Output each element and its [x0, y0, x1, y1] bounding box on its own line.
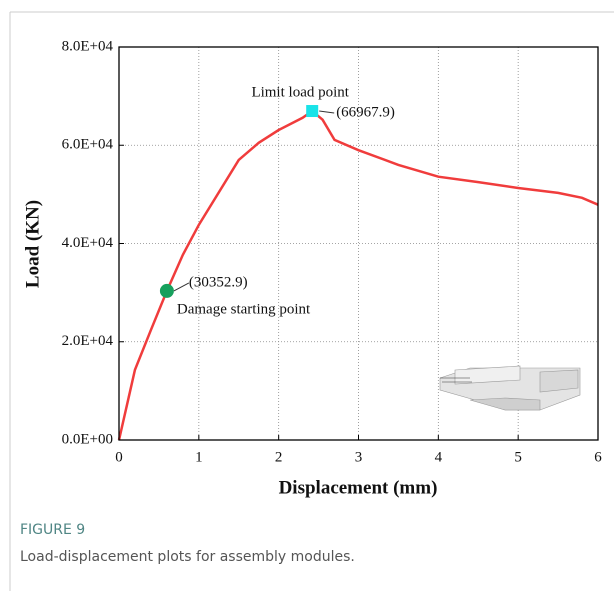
marker-value-label: (66967.9) [336, 104, 395, 120]
marker [160, 284, 174, 298]
x-tick-label: 5 [514, 449, 522, 465]
marker [306, 105, 318, 117]
marker-value-label: (30352.9) [189, 274, 248, 290]
y-axis-title: Load (KN) [22, 200, 43, 288]
inset-model [440, 366, 580, 410]
y-tick-label: 4.0E+04 [62, 235, 114, 251]
y-tick-label: 8.0E+04 [62, 38, 114, 54]
x-tick-label: 0 [115, 449, 123, 465]
x-tick-label: 1 [195, 449, 203, 465]
leader [174, 283, 189, 291]
figure-caption: Load-displacement plots for assembly mod… [20, 549, 355, 565]
y-tick-label: 2.0E+04 [62, 333, 114, 349]
y-tick-label: 6.0E+04 [62, 137, 114, 153]
x-tick-label: 3 [355, 449, 363, 465]
figure-label: FIGURE 9 [20, 522, 85, 538]
leader [319, 111, 334, 113]
x-tick-label: 4 [435, 449, 443, 465]
y-tick-label: 0.0E+00 [62, 431, 113, 447]
x-tick-label: 6 [594, 449, 602, 465]
marker-name: Damage starting point [177, 301, 311, 317]
x-tick-label: 2 [275, 449, 283, 465]
figure: 0.0E+00 2.0E+04 4.0E+04 6.0E+04 8.0E+04 0 1 2 3 4… [0, 0, 614, 591]
marker-name: Limit load point [251, 84, 349, 100]
x-axis-title: Displacement (mm) [279, 477, 438, 498]
